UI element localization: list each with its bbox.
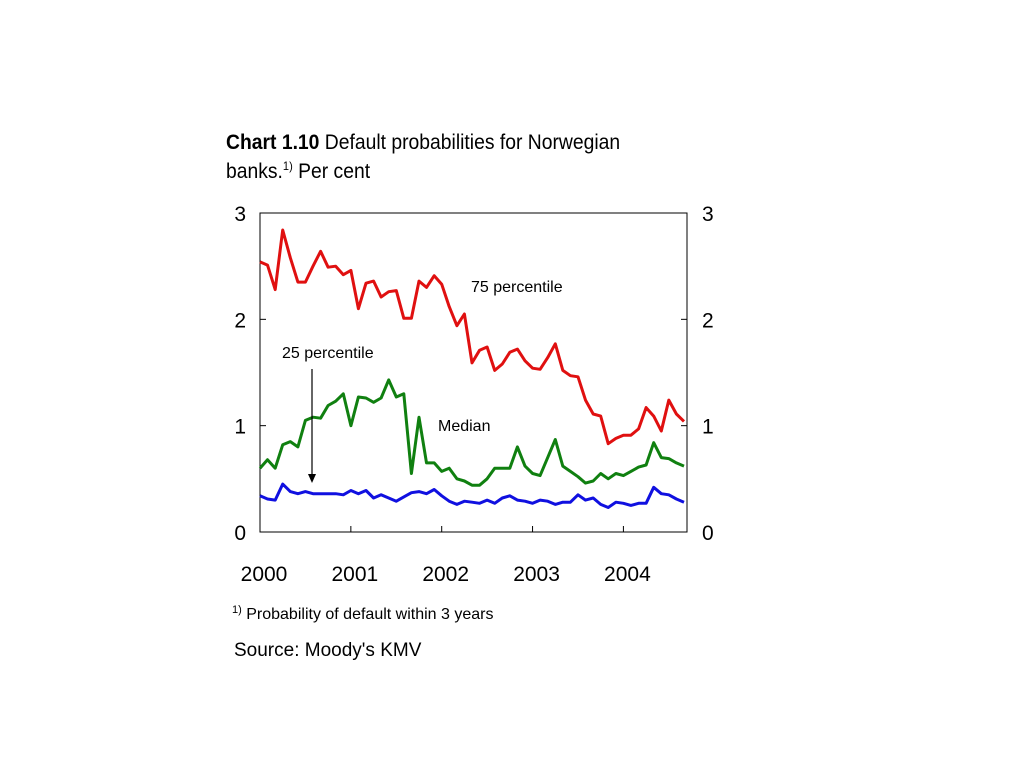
y-tick-label-right: 0 xyxy=(702,522,714,545)
y-tick-label-right: 2 xyxy=(702,309,714,332)
x-tick-label: 2003 xyxy=(513,563,560,586)
y-axis-ticks: 0 0 1 1 2 2 3 3 xyxy=(234,203,713,545)
y-tick-label-left: 2 xyxy=(234,309,246,332)
x-axis-ticks: 2000 2001 2002 2003 2004 xyxy=(241,526,651,586)
chart-number: Chart 1.10 xyxy=(226,131,320,154)
chart-title-unit: Per cent xyxy=(298,160,371,183)
x-tick-label: 2002 xyxy=(422,563,469,586)
y-tick-label-right: 1 xyxy=(702,416,714,439)
y-tick-label-left: 0 xyxy=(234,522,246,545)
series-layer xyxy=(258,228,686,509)
series-line-median xyxy=(258,378,685,487)
plot-frame xyxy=(259,212,688,533)
annotation-median: Median xyxy=(438,418,490,435)
x-tick-label: 2000 xyxy=(241,563,288,586)
chart-title-line1: Default probabilities for Norwegian xyxy=(324,131,621,154)
annotation-25-percentile: 25 percentile xyxy=(282,345,374,362)
chart-title: Chart 1.10 Default probabilities for Nor… xyxy=(226,128,658,186)
y-tick-label-right: 3 xyxy=(702,203,714,226)
chart-title-footnote-mark: 1) xyxy=(282,159,293,173)
annotation-arrow-head xyxy=(308,474,316,483)
series-line-75-percentile xyxy=(259,228,686,446)
y-tick-label-left: 3 xyxy=(234,203,246,226)
series-line-25-percentile xyxy=(259,482,685,509)
footnote-text: Probability of default within 3 years xyxy=(246,606,494,623)
footnote: 1) Probability of default within 3 years xyxy=(232,604,494,624)
x-tick-label: 2004 xyxy=(604,563,651,586)
chart-title-line2-prefix: banks. xyxy=(226,160,283,183)
x-tick-label: 2001 xyxy=(331,563,378,586)
annotation-75-percentile: 75 percentile xyxy=(471,279,563,296)
source-note: Source: Moody's KMV xyxy=(234,640,422,661)
y-tick-label-left: 1 xyxy=(234,416,246,439)
footnote-mark: 1) xyxy=(232,604,242,616)
